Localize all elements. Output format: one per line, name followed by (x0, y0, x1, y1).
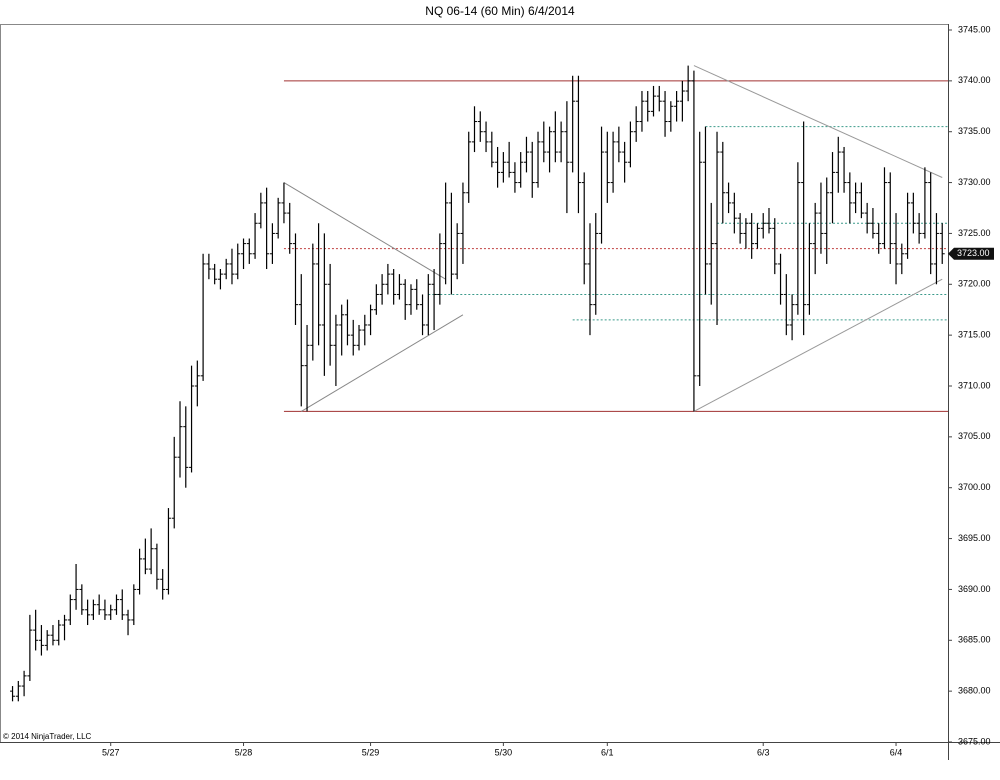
y-tick-label: 3715.00 (958, 330, 991, 340)
last-price-box (948, 247, 994, 260)
y-tick-label: 3720.00 (958, 279, 991, 289)
x-tick-label: 5/30 (495, 747, 513, 757)
y-tick-label: 3745.00 (958, 24, 991, 34)
trend-line (283, 182, 446, 280)
x-tick-label: 6/4 (890, 747, 903, 757)
trend-line (693, 65, 943, 178)
y-tick-label: 3690.00 (958, 584, 991, 594)
y-tick-label: 3700.00 (958, 482, 991, 492)
y-tick-label: 3725.00 (958, 228, 991, 238)
y-tick-label: 3685.00 (958, 635, 991, 645)
trend-line (693, 278, 943, 412)
y-tick-label: 3710.00 (958, 380, 991, 390)
x-tick-label: 5/27 (102, 747, 120, 757)
x-tick-label: 5/28 (235, 747, 253, 757)
y-tick-label: 3730.00 (958, 177, 991, 187)
y-tick-label: 3705.00 (958, 431, 991, 441)
y-tick-label: 3740.00 (958, 75, 991, 85)
x-tick-label: 5/29 (362, 747, 380, 757)
copyright: © 2014 NinjaTrader, LLC (3, 732, 92, 741)
y-tick-label: 3695.00 (958, 533, 991, 543)
x-tick-label: 6/1 (601, 747, 614, 757)
y-tick-label: 3735.00 (958, 126, 991, 136)
last-price-label: 3723.00 (957, 248, 990, 258)
x-tick-label: 6/3 (757, 747, 770, 757)
y-tick-label: 3675.00 (958, 736, 991, 746)
trend-line (301, 314, 464, 412)
y-tick-label: 3680.00 (958, 686, 991, 696)
chart-title: NQ 06-14 (60 Min) 6/4/2014 (425, 4, 575, 18)
